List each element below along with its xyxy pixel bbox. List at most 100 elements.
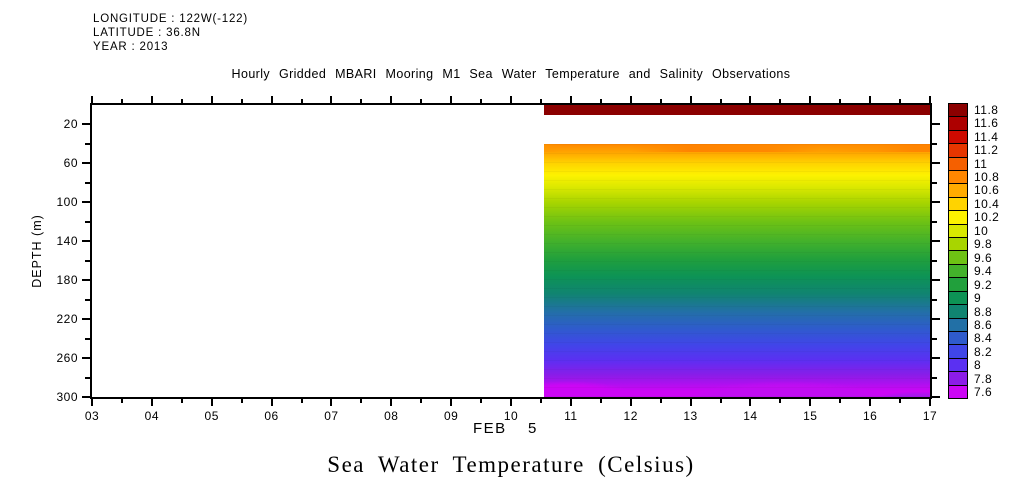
y-minor-tick — [932, 142, 937, 145]
y-minor-tick — [932, 376, 937, 379]
x-minor-tick — [599, 99, 602, 103]
x-major-tick — [569, 399, 572, 406]
x-major-tick — [91, 96, 93, 103]
colorbar-cell — [948, 103, 968, 118]
y-major-tick — [82, 162, 90, 165]
x-minor-tick — [240, 399, 243, 403]
colorbar-tick-label: 11.6 — [974, 116, 999, 131]
x-major-tick — [569, 96, 572, 103]
colorbar-cell — [948, 129, 968, 145]
colorbar-tick-label: 9.6 — [974, 250, 993, 265]
y-major-tick — [932, 162, 940, 165]
y-tick-label: 100 — [56, 195, 78, 210]
colorbar-tick-label: 10.8 — [974, 170, 1000, 184]
x-major-tick — [869, 96, 872, 103]
y-minor-tick — [85, 259, 90, 262]
colorbar-cell — [948, 196, 968, 212]
x-major-tick — [809, 96, 812, 103]
x-minor-tick — [839, 399, 842, 403]
x-minor-tick — [719, 399, 722, 403]
y-major-tick — [932, 123, 940, 126]
colorbar-tick-label: 7.6 — [974, 385, 993, 400]
x-minor-tick — [300, 99, 303, 103]
colorbar-tick-label: 10.6 — [974, 183, 1000, 198]
colorbar-cell — [948, 116, 968, 131]
x-tick-label: 13 — [683, 409, 698, 423]
colorbar-tick-label: 10.4 — [974, 196, 1000, 211]
y-major-tick — [82, 123, 90, 126]
colorbar-cell — [948, 371, 968, 386]
x-minor-tick — [360, 99, 363, 103]
colorbar-cell — [948, 143, 968, 158]
y-major-tick — [82, 240, 90, 243]
x-tick-label: 14 — [743, 409, 758, 423]
y-minor-tick — [85, 142, 90, 145]
y-tick-label: 140 — [56, 234, 78, 249]
y-minor-tick — [932, 259, 937, 262]
x-major-tick — [629, 399, 632, 406]
x-minor-tick — [899, 99, 902, 103]
y-minor-tick — [85, 298, 90, 301]
temperature-contour-fill — [543, 143, 931, 398]
warm-patch-overlay — [543, 143, 930, 152]
x-major-tick — [689, 399, 692, 406]
colorbar-tick-label: 7.8 — [974, 371, 993, 386]
x-minor-tick — [420, 99, 423, 103]
x-major-tick — [629, 96, 632, 103]
x-major-tick — [390, 399, 393, 406]
colorbar-tick-label: 8 — [974, 358, 982, 373]
y-major-tick — [82, 201, 90, 204]
x-major-tick — [450, 96, 453, 103]
x-minor-tick — [899, 399, 902, 403]
x-tick-label: 07 — [324, 409, 339, 423]
colorbar-tick-label: 10.2 — [974, 210, 1000, 225]
y-minor-tick — [932, 220, 937, 223]
colorbar-cell — [948, 344, 968, 359]
x-minor-tick — [180, 99, 183, 103]
colorbar-cell — [948, 237, 968, 252]
x-minor-tick — [480, 399, 483, 403]
x-tick-label: 04 — [144, 409, 160, 423]
x-major-tick — [689, 96, 692, 103]
y-tick-label: 60 — [63, 156, 78, 171]
colorbar-tick-label: 8.2 — [974, 344, 993, 359]
colorbar-tick-label: 10 — [974, 223, 989, 238]
x-minor-tick — [420, 399, 423, 403]
x-tick-label: 09 — [443, 409, 459, 423]
x-tick-label: 03 — [84, 409, 100, 423]
y-major-tick — [932, 318, 940, 321]
x-major-tick — [210, 399, 213, 406]
colorbar-cell — [948, 250, 968, 265]
x-major-tick — [749, 399, 752, 406]
colorbar — [948, 103, 968, 399]
colorbar-cell — [948, 170, 968, 185]
x-minor-tick — [180, 399, 183, 403]
y-major-tick — [82, 279, 90, 282]
x-major-tick — [450, 399, 453, 406]
y-tick-label: 180 — [56, 273, 78, 288]
x-minor-tick — [120, 99, 123, 103]
colorbar-tick-label: 11.8 — [974, 102, 999, 117]
colorbar-cell — [948, 223, 968, 239]
x-minor-tick — [240, 99, 243, 103]
colorbar-tick-label: 9.8 — [974, 237, 993, 252]
colorbar-cell — [948, 183, 968, 198]
x-major-tick — [749, 96, 752, 103]
y-major-tick — [82, 357, 90, 360]
colorbar-cell — [948, 156, 968, 172]
colorbar-cell — [948, 317, 968, 332]
y-minor-tick — [932, 181, 937, 184]
y-minor-tick — [932, 298, 937, 301]
x-major-tick — [270, 96, 273, 103]
latitude-text: LATITUDE : 36.8N — [93, 27, 201, 39]
x-minor-tick — [539, 99, 542, 103]
x-major-tick — [510, 96, 512, 103]
colorbar-tick-label: 9 — [974, 291, 982, 306]
plot-title: Hourly Gridded MBARI Mooring M1 Sea Wate… — [231, 67, 791, 81]
x-major-tick — [270, 399, 273, 406]
x-minor-tick — [659, 399, 662, 403]
colorbar-cell — [948, 290, 968, 306]
y-major-tick — [932, 357, 940, 360]
x-major-tick — [929, 399, 931, 406]
colorbar-tick-label: 11.4 — [974, 129, 999, 144]
